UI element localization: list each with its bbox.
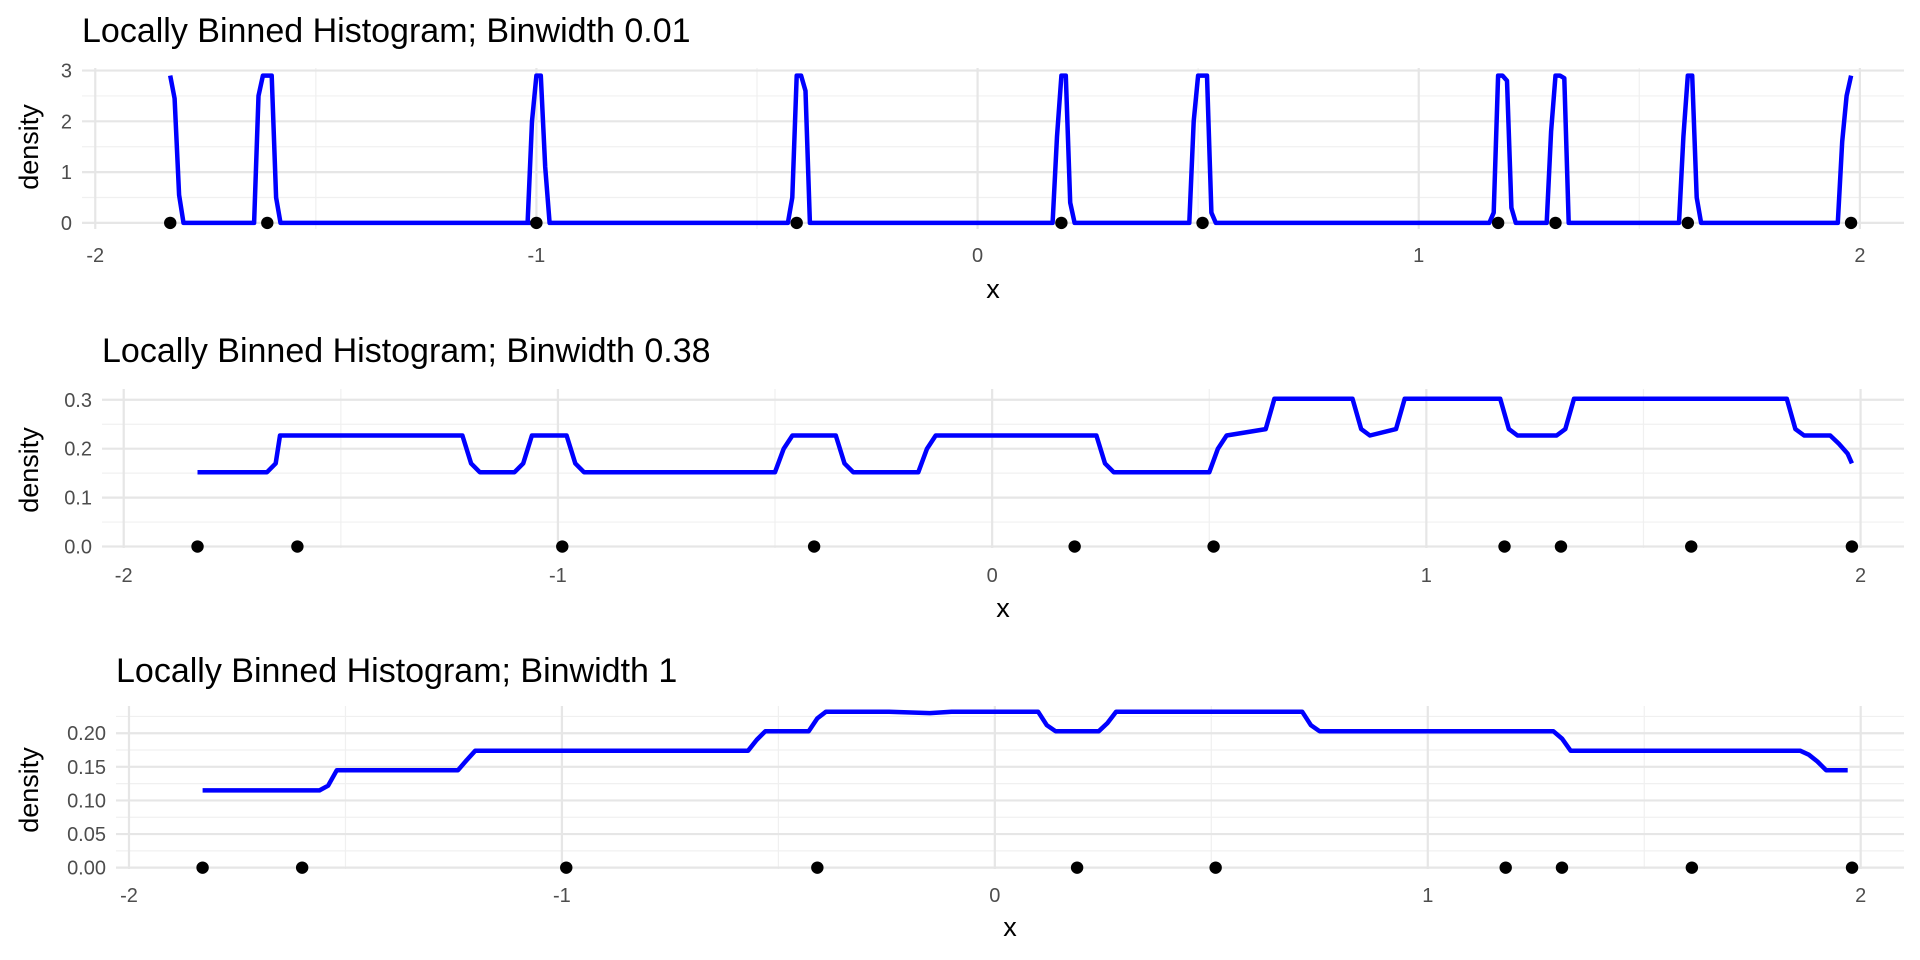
panel-3-y-axis-title: density: [14, 747, 44, 833]
panel-2-data-point: [556, 540, 569, 553]
panel-2-data-point: [1554, 540, 1568, 553]
panel-3-data-point: [1070, 861, 1084, 874]
panel-3-data-point: [196, 861, 209, 874]
panel-1-data-point: [1549, 216, 1562, 230]
panel-1-density-line: [167, 73, 1854, 226]
panel-3-y-tick-label: 0.15: [67, 757, 106, 779]
panel-1-data-point: [790, 216, 803, 230]
panel-2-x-tick-label: 1: [1421, 565, 1432, 587]
panel-1-data-point: [1055, 216, 1068, 230]
panel-3-data-point: [1555, 861, 1569, 874]
panel-3-x-tick-label: 0: [989, 885, 1000, 907]
panel-1-data-point: [261, 216, 274, 230]
chart-panel-1: Locally Binned Histogram; Binwidth 0.01 …: [14, 12, 1904, 304]
panel-3-x-axis-title: x: [1003, 912, 1017, 942]
panel-1-x-tick-label: 1: [1413, 245, 1424, 267]
panel-3-data-point: [560, 861, 573, 874]
panel-3-x-tick-label: -2: [120, 885, 138, 907]
panel-2-grid: [102, 389, 1904, 548]
panel-3-ticks: -2 -1 0 1 2 0.00 0.05 0.10 0.15 0.20: [67, 723, 1866, 907]
panel-2-x-tick-label: 0: [987, 565, 998, 587]
panel-3-data-point: [1845, 861, 1859, 874]
panel-2-title: Locally Binned Histogram; Binwidth 0.38: [102, 332, 711, 370]
panel-1-y-tick-label: 1: [61, 162, 72, 184]
panel-1-data-point: [1844, 216, 1858, 230]
panel-2-x-tick-label: 2: [1855, 565, 1866, 587]
panel-3-y-tick-label: 0.20: [67, 723, 106, 745]
panel-2-data-point: [291, 540, 304, 553]
panel-1-data-point: [1196, 216, 1209, 230]
panel-3-y-tick-label: 0.00: [67, 858, 106, 880]
panel-3-x-tick-label: 2: [1855, 885, 1866, 907]
panel-2-y-tick-label: 0.0: [64, 537, 92, 559]
chart-panel-2: Locally Binned Histogram; Binwidth 0.38 …: [14, 332, 1904, 623]
panel-3-data-point: [811, 861, 824, 874]
panel-3-grid: [116, 706, 1904, 869]
panel-2-ticks: -2 -1 0 1 2 0.0 0.1 0.2 0.3: [64, 390, 1866, 587]
panel-1-x-tick-label: 2: [1854, 245, 1865, 267]
panel-3-x-tick-label: 1: [1422, 885, 1433, 907]
panel-3-data-point: [295, 861, 309, 874]
panel-2-data-point: [1207, 540, 1220, 553]
panel-2-y-tick-label: 0.1: [64, 488, 92, 510]
panel-2-data-point: [1498, 540, 1511, 553]
panel-2-x-tick-label: -1: [549, 565, 567, 587]
panel-3-density-line: [202, 709, 1848, 793]
panel-2-y-axis-title: density: [14, 427, 44, 513]
panel-1-y-tick-label: 0: [61, 213, 72, 235]
panel-2-data-point: [1068, 540, 1081, 553]
panel-1-data-point: [1681, 216, 1695, 230]
panel-1-x-tick-label: -1: [527, 245, 545, 267]
panel-1-data-point: [530, 216, 543, 230]
panel-3-y-tick-label: 0.05: [67, 824, 106, 846]
panel-1-y-tick-label: 3: [61, 61, 72, 83]
panel-3-data-point: [1499, 861, 1512, 874]
panel-3-y-tick-label: 0.10: [67, 790, 106, 812]
chart-panel-3: Locally Binned Histogram; Binwidth 1 den…: [14, 652, 1904, 942]
panel-2-data-point: [191, 540, 204, 553]
panel-2-x-axis-title: x: [996, 593, 1010, 623]
panel-2-y-tick-label: 0.3: [64, 390, 92, 412]
panel-2-data-point: [807, 540, 821, 553]
panel-1-title: Locally Binned Histogram; Binwidth 0.01: [82, 12, 691, 50]
panel-3-title: Locally Binned Histogram; Binwidth 1: [116, 652, 677, 690]
panel-3-marks: [196, 709, 1859, 874]
panel-3-data-point: [1209, 861, 1222, 874]
panel-3-data-point: [1685, 861, 1699, 874]
panel-1-y-tick-label: 2: [61, 111, 72, 133]
panel-1-data-point: [164, 216, 177, 230]
panel-1-data-point: [1491, 216, 1505, 230]
panel-2-density-line: [197, 396, 1854, 475]
panel-2-y-tick-label: 0.2: [64, 439, 92, 461]
panel-2-x-tick-label: -2: [115, 565, 133, 587]
panel-3-x-tick-label: -1: [553, 885, 571, 907]
panel-2-data-point: [1685, 540, 1698, 553]
panel-2-marks: [191, 396, 1859, 553]
panel-1-x-axis-title: x: [986, 274, 1000, 304]
panel-1-grid: [82, 68, 1904, 229]
panel-1-x-tick-label: -2: [86, 245, 104, 267]
panel-1-ticks: -2 -1 0 1 2 0 1 2 3: [61, 61, 1866, 267]
panel-1-x-tick-label: 0: [972, 245, 983, 267]
panel-2-data-point: [1845, 540, 1859, 553]
panel-1-y-axis-title: density: [14, 104, 44, 190]
panel-1-marks: [164, 73, 1858, 230]
